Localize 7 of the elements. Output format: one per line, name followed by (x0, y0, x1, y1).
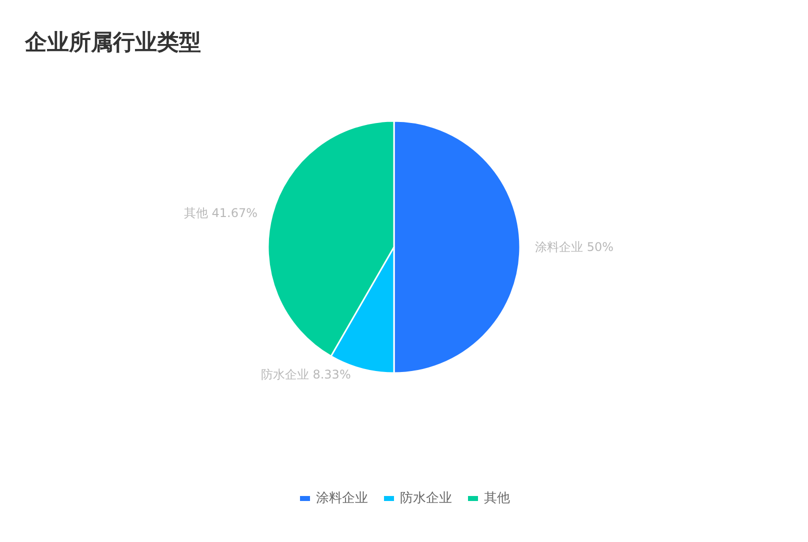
category-label: 防水企业 8.33% (260, 368, 351, 382)
chart-title: 企业所属行业类型 (24, 30, 201, 56)
category-label: 其他 41.67% (184, 206, 258, 220)
legend-label: 其他 (484, 491, 510, 506)
legend-label: 防水企业 (400, 491, 452, 506)
legend-label: 涂料企业 (316, 491, 368, 506)
category-label: 涂料企业 50% (535, 240, 614, 254)
